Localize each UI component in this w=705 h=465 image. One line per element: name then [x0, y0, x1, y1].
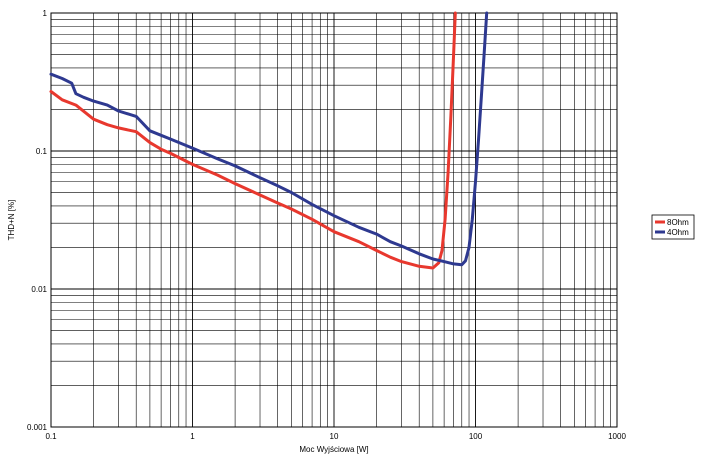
axis-ticks: 0.1 1 10 100 1000 0.001 0.01 0.1 1 [27, 9, 626, 441]
series-lines [49, 11, 489, 270]
legend-box [651, 214, 695, 240]
legend-label-4ohm: 4Ohm [667, 228, 689, 237]
x-tick-label: 1000 [608, 432, 626, 441]
y-axis-title: THD+N [%] [7, 200, 16, 241]
y-tick-label: 0.01 [31, 285, 47, 294]
chart-grid [50, 13, 617, 428]
x-tick-label: 10 [330, 432, 339, 441]
legend-label-8ohm: 8Ohm [667, 218, 689, 227]
series-line-4ohm [49, 11, 489, 267]
x-tick-label: 0.1 [45, 432, 57, 441]
x-tick-label: 1 [190, 432, 195, 441]
series-line-8ohm [49, 11, 457, 270]
y-tick-label: 0.001 [27, 423, 48, 432]
y-tick-label: 1 [43, 9, 48, 18]
plot-frame [50, 12, 618, 428]
x-axis-title: Moc Wyjściowa [W] [299, 445, 368, 454]
x-tick-label: 100 [469, 432, 483, 441]
y-tick-label: 0.1 [36, 147, 48, 156]
